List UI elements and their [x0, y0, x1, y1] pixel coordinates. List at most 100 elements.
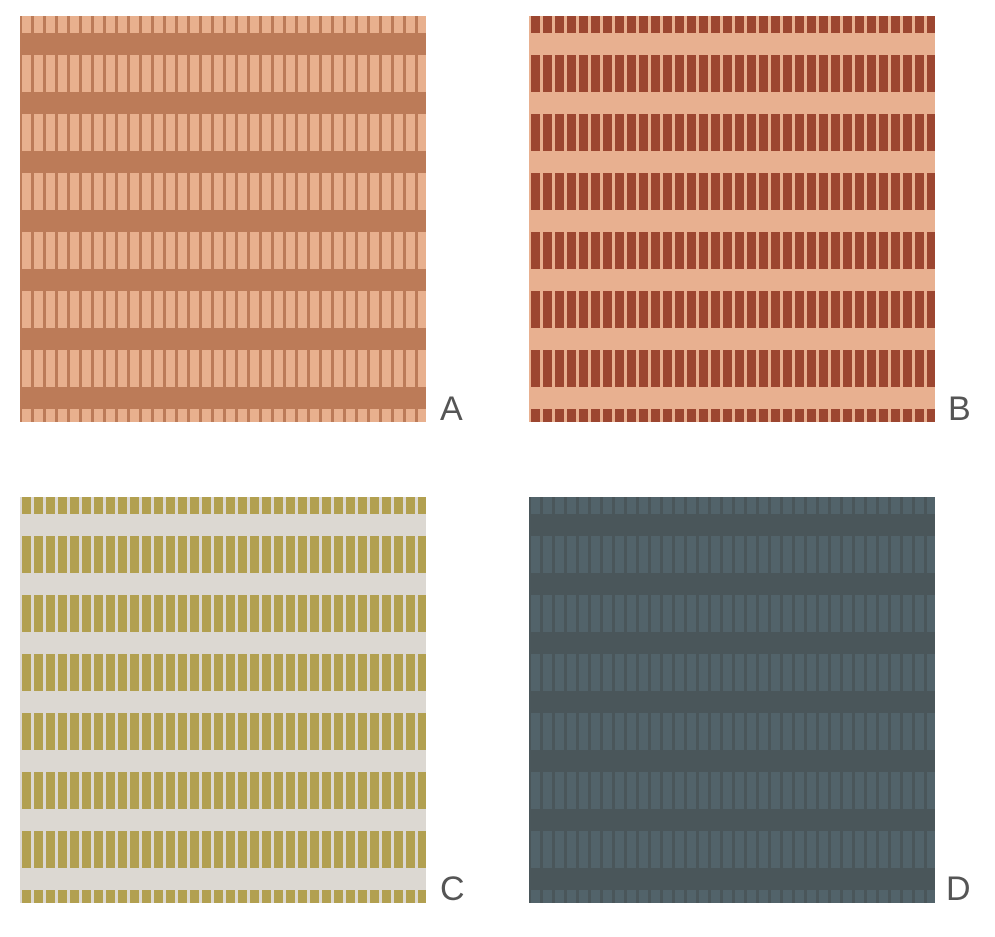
pattern-bar	[783, 772, 792, 809]
pattern-bar	[70, 409, 79, 422]
pattern-bar	[202, 114, 211, 151]
pattern-bar	[298, 654, 307, 691]
pattern-bar	[274, 536, 283, 573]
pattern-bar	[298, 114, 307, 151]
pattern-bar	[394, 497, 403, 514]
pattern-bar	[711, 173, 720, 210]
pattern-bar	[879, 173, 888, 210]
pattern-bar	[723, 291, 732, 328]
pattern-bar	[370, 831, 379, 868]
pattern-bar	[759, 595, 768, 632]
pattern-bar	[22, 173, 31, 210]
stripe-pattern	[529, 497, 935, 903]
pattern-bar	[831, 595, 840, 632]
pattern-bar	[394, 831, 403, 868]
pattern-bar	[639, 536, 648, 573]
pattern-bar	[46, 654, 55, 691]
pattern-bar	[226, 173, 235, 210]
pattern-bar	[927, 114, 935, 151]
pattern-bar	[286, 350, 295, 387]
pattern-bar	[178, 654, 187, 691]
pattern-bar	[70, 173, 79, 210]
pattern-bar	[711, 497, 720, 514]
pattern-bar	[687, 16, 696, 33]
pattern-bar	[579, 713, 588, 750]
pattern-bar	[603, 713, 612, 750]
pattern-bar	[118, 536, 127, 573]
pattern-bar	[555, 713, 564, 750]
pattern-bar	[58, 713, 67, 750]
pattern-bar	[178, 890, 187, 903]
pattern-panel-a	[20, 16, 426, 422]
pattern-bar	[34, 409, 43, 422]
pattern-bar	[334, 173, 343, 210]
pattern-bar	[663, 713, 672, 750]
pattern-bar	[843, 173, 852, 210]
pattern-bar	[711, 350, 720, 387]
pattern-bar	[567, 291, 576, 328]
pattern-bar	[334, 291, 343, 328]
pattern-bar	[262, 713, 271, 750]
pattern-bar	[651, 55, 660, 92]
pattern-bar	[783, 291, 792, 328]
pattern-bar	[214, 772, 223, 809]
pattern-bar	[82, 409, 91, 422]
pattern-bar	[579, 350, 588, 387]
pattern-bar	[106, 536, 115, 573]
pattern-bar	[370, 497, 379, 514]
pattern-bar	[382, 713, 391, 750]
pattern-bar	[927, 232, 935, 269]
pattern-bar	[322, 595, 331, 632]
pattern-bar	[418, 16, 426, 33]
pattern-bar	[358, 55, 367, 92]
pattern-bar	[214, 350, 223, 387]
pattern-bar	[675, 536, 684, 573]
pattern-bar	[238, 173, 247, 210]
pattern-bar	[46, 831, 55, 868]
pattern-bar	[627, 831, 636, 868]
pattern-bar	[142, 55, 151, 92]
pattern-bar	[867, 497, 876, 514]
pattern-bar	[334, 595, 343, 632]
pattern-bar	[94, 831, 103, 868]
pattern-bar	[262, 16, 271, 33]
pattern-bar	[46, 291, 55, 328]
pattern-bar	[903, 890, 912, 903]
pattern-bar	[759, 713, 768, 750]
pattern-bar	[94, 16, 103, 33]
pattern-bar	[82, 890, 91, 903]
pattern-bar	[178, 55, 187, 92]
pattern-bar	[34, 291, 43, 328]
pattern-bar	[22, 654, 31, 691]
pattern-bar	[178, 409, 187, 422]
pattern-bar	[687, 232, 696, 269]
pattern-bar	[226, 291, 235, 328]
pattern-bar	[615, 409, 624, 422]
pattern-bar	[322, 497, 331, 514]
pattern-bar	[46, 890, 55, 903]
pattern-bar	[579, 654, 588, 691]
pattern-bar	[579, 831, 588, 868]
pattern-bar	[298, 536, 307, 573]
pattern-bar	[903, 232, 912, 269]
pattern-bar	[322, 713, 331, 750]
pattern-bar	[843, 232, 852, 269]
pattern-bar	[118, 409, 127, 422]
pattern-bar	[555, 16, 564, 33]
pattern-bar	[154, 173, 163, 210]
pattern-bar	[214, 536, 223, 573]
pattern-bar	[178, 497, 187, 514]
pattern-bar	[394, 536, 403, 573]
pattern-bar	[298, 409, 307, 422]
pattern-bar	[831, 713, 840, 750]
pattern-bar	[579, 232, 588, 269]
pattern-bar	[651, 114, 660, 151]
pattern-bar	[310, 831, 319, 868]
pattern-bar	[699, 409, 708, 422]
pattern-bar	[166, 409, 175, 422]
pattern-bar	[591, 409, 600, 422]
pattern-bar	[795, 114, 804, 151]
pattern-bar	[831, 350, 840, 387]
pattern-bar	[603, 831, 612, 868]
pattern-bar	[262, 831, 271, 868]
